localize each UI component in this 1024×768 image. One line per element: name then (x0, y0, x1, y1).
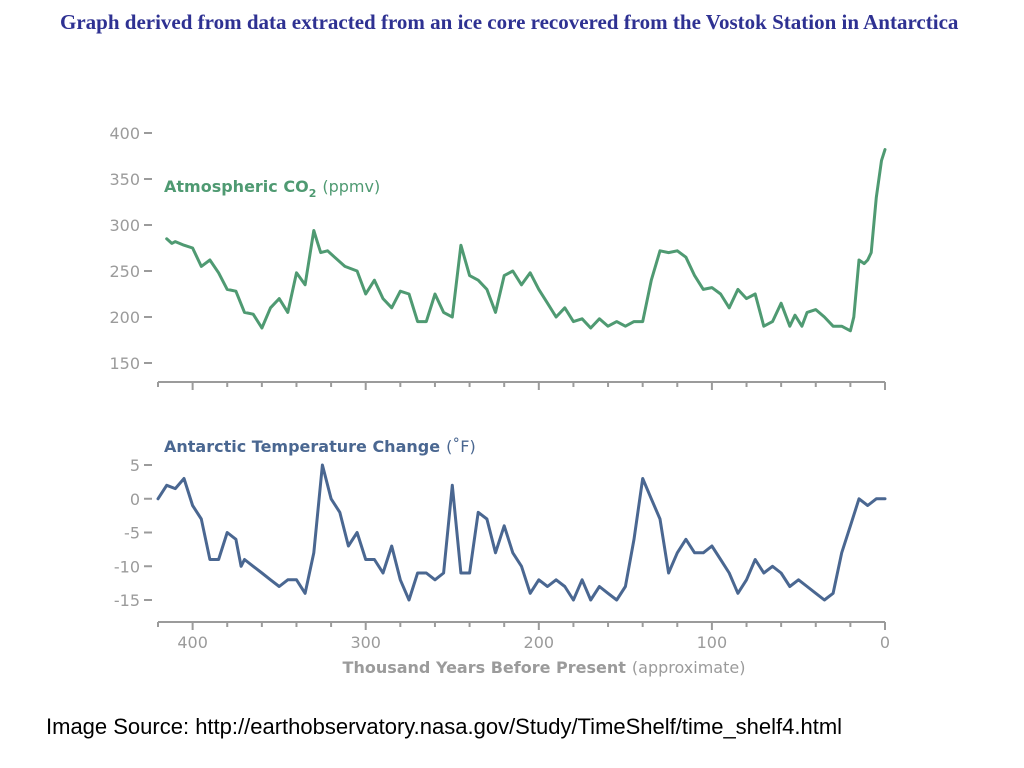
temp-y-tick-label: -10 (114, 557, 140, 576)
co2-series-line (165, 148, 887, 333)
x-axis-title-qualifier: (approximate) (632, 658, 746, 677)
temperature-panel: Antarctic Temperature Change (˚F) Thousan… (114, 437, 890, 677)
x-tick-label: 300 (350, 633, 381, 652)
temp-title-unit: (˚F) (446, 437, 476, 456)
image-source-caption: Image Source: http://earthobservatory.na… (46, 714, 843, 739)
co2-panel: Atmospheric CO2 (ppmv) 150 200 250 300 350 400 (109, 124, 887, 390)
temp-y-tick-label: -5 (124, 524, 140, 543)
co2-y-tick-label: 250 (109, 262, 140, 281)
page-title: Graph derived from data extracted from a… (60, 10, 959, 34)
temp-title-main: Antarctic Temperature Change (164, 437, 440, 456)
temp-y-tick-label: -15 (114, 591, 140, 610)
vostok-chart: Atmospheric CO2 (ppmv) 150 200 250 300 350 400… (109, 124, 890, 677)
x-tick-label: 0 (880, 633, 890, 652)
co2-y-tick-label: 400 (109, 124, 140, 143)
co2-y-tick-label: 300 (109, 216, 140, 235)
co2-title-subscript: 2 (309, 187, 317, 200)
co2-title-unit: (ppmv) (322, 177, 380, 196)
temp-series-title: Antarctic Temperature Change (˚F) (164, 437, 476, 456)
temp-series-line (156, 463, 887, 602)
co2-y-tick-label: 150 (109, 354, 140, 373)
co2-title-main: Atmospheric CO (164, 177, 309, 196)
x-axis-title: Thousand Years Before Present (approximat… (343, 658, 746, 677)
x-tick-label: 100 (697, 633, 728, 652)
x-tick-label: 400 (177, 633, 208, 652)
temp-y-tick-label: 5 (130, 456, 140, 475)
co2-y-tick-label: 350 (109, 170, 140, 189)
x-tick-label: 200 (524, 633, 555, 652)
x-axis-title-main: Thousand Years Before Present (343, 658, 627, 677)
co2-series-title: Atmospheric CO2 (ppmv) (164, 177, 380, 200)
co2-y-tick-label: 200 (109, 308, 140, 327)
temp-y-tick-label: 0 (130, 490, 140, 509)
